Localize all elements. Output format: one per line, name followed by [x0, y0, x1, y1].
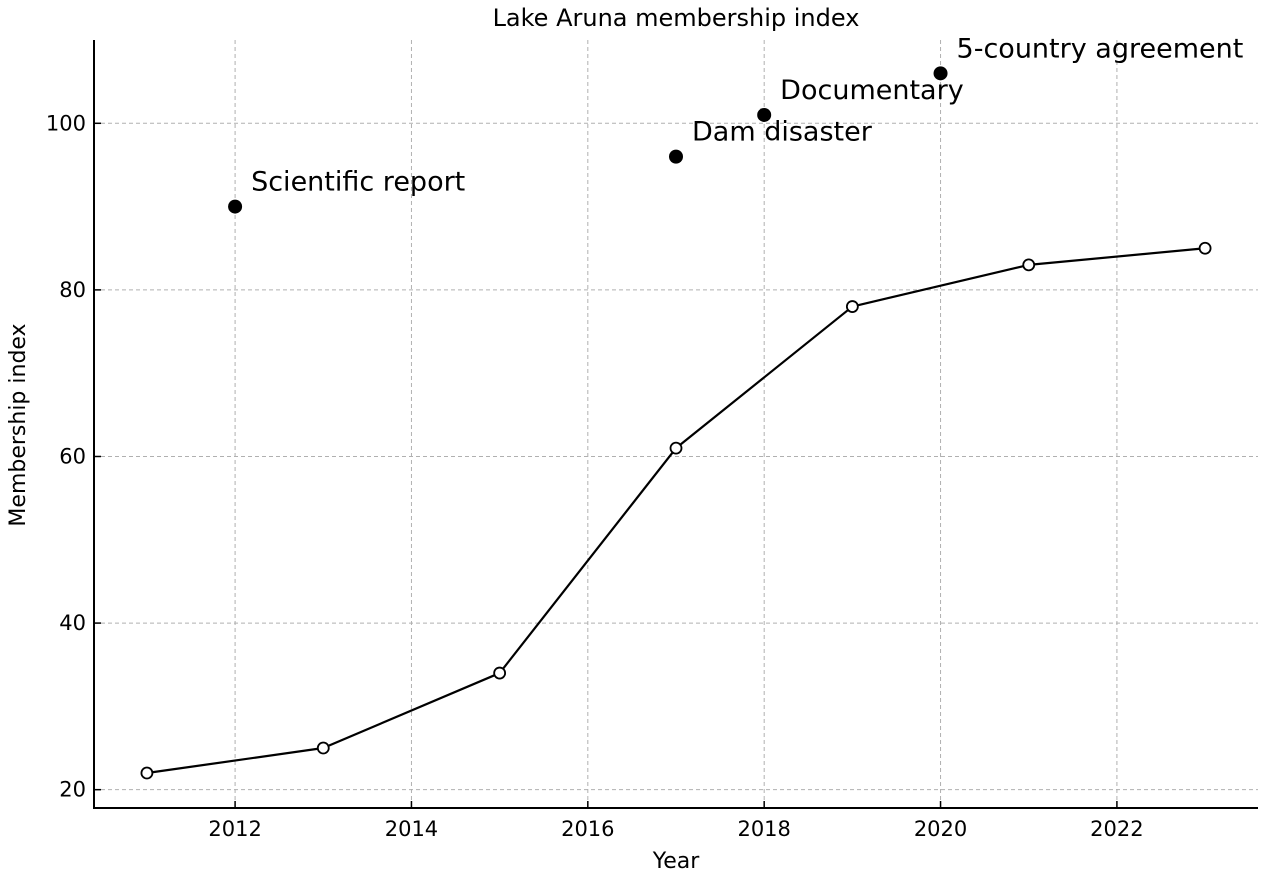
data-point	[140, 766, 154, 780]
y-tick-label: 60	[59, 444, 86, 468]
event-marker	[228, 199, 243, 214]
series	[140, 241, 1212, 780]
event-label: 5-country agreement	[957, 33, 1244, 64]
event-label: Documentary	[780, 75, 964, 106]
event-marker	[669, 149, 683, 164]
x-tick-label: 2012	[208, 817, 261, 841]
data-point	[669, 441, 683, 455]
y-tick-label: 80	[59, 278, 86, 302]
y-axis-label: Membership index	[6, 323, 31, 526]
axes	[93, 40, 1258, 809]
ticks: 2012 2014 2016 2018 2020 2022 20 40 60 80 100	[46, 111, 1144, 841]
series-line	[146, 247, 1206, 775]
data-point	[493, 666, 507, 680]
x-tick-label: 2014	[385, 817, 438, 841]
data-point	[1022, 258, 1036, 272]
data-point	[845, 300, 859, 313]
x-tick-label: 2018	[737, 817, 790, 841]
events: Scientific report Dam disaster Documentary…	[228, 33, 1244, 214]
data-point	[316, 741, 330, 755]
x-tick-label: 2016	[561, 817, 614, 841]
x-tick-label: 2020	[914, 817, 967, 841]
event-label: Dam disaster	[692, 117, 873, 148]
y-tick-label: 40	[59, 611, 86, 635]
grid	[94, 40, 1258, 808]
y-tick-label: 100	[46, 111, 86, 135]
event-marker	[757, 107, 772, 122]
chart-title: Lake Aruna membership index	[493, 4, 860, 32]
data-point	[1198, 241, 1212, 255]
event-label: Scientific report	[251, 167, 465, 198]
x-axis-label: Year	[652, 849, 701, 874]
event-marker	[933, 66, 948, 81]
x-tick-label: 2022	[1090, 817, 1143, 841]
y-tick-label: 20	[59, 778, 86, 802]
